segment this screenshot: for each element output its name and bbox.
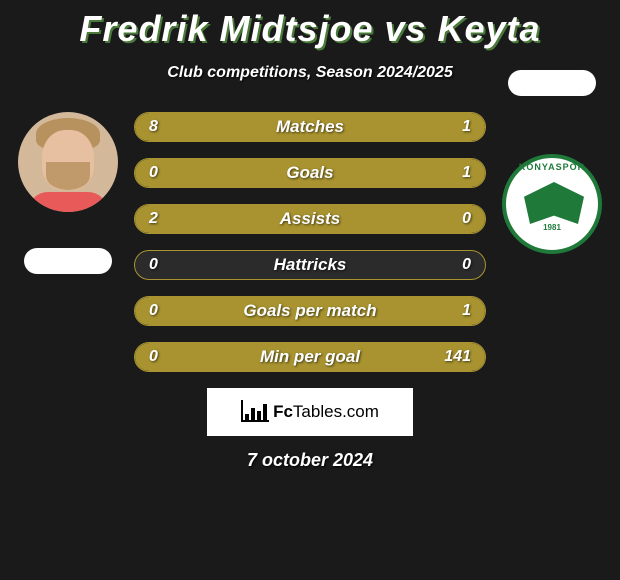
comparison-content: 8Matches10Goals12Assists00Hattricks00Goa… xyxy=(0,112,620,372)
player-right-column: KONYASPOR 1981 xyxy=(492,70,612,254)
brand-box: FcTables.com xyxy=(207,388,413,436)
club-year: 1981 xyxy=(506,223,598,232)
stat-label: Matches xyxy=(135,117,485,137)
stat-label: Goals per match xyxy=(135,301,485,321)
brand-rest: Tables.com xyxy=(293,402,379,421)
stat-label: Goals xyxy=(135,163,485,183)
stat-right-value: 0 xyxy=(462,210,471,228)
page-title: Fredrik Midtsjoe vs Keyta xyxy=(0,0,620,50)
stat-label: Hattricks xyxy=(135,255,485,275)
stat-right-value: 1 xyxy=(462,164,471,182)
brand-text: FcTables.com xyxy=(273,402,379,422)
player-left-column xyxy=(8,112,128,274)
stat-row: 0Hattricks0 xyxy=(134,250,486,280)
stat-row: 0Goals per match1 xyxy=(134,296,486,326)
page-date: 7 october 2024 xyxy=(0,450,620,471)
stat-row: 0Min per goal141 xyxy=(134,342,486,372)
chart-icon xyxy=(241,402,267,422)
stat-bars: 8Matches10Goals12Assists00Hattricks00Goa… xyxy=(128,112,492,372)
stat-right-value: 0 xyxy=(462,256,471,274)
stat-label: Min per goal xyxy=(135,347,485,367)
player-right-flag xyxy=(508,70,596,96)
stat-label: Assists xyxy=(135,209,485,229)
stat-right-value: 1 xyxy=(462,302,471,320)
player-right-club-badge: KONYASPOR 1981 xyxy=(502,154,602,254)
stat-right-value: 1 xyxy=(462,118,471,136)
stat-row: 8Matches1 xyxy=(134,112,486,142)
stat-right-value: 141 xyxy=(444,348,471,366)
player-left-flag xyxy=(24,248,112,274)
stat-row: 2Assists0 xyxy=(134,204,486,234)
brand-bold: Fc xyxy=(273,402,293,421)
player-left-avatar xyxy=(18,112,118,212)
stat-row: 0Goals1 xyxy=(134,158,486,188)
club-name: KONYASPOR xyxy=(506,162,598,172)
